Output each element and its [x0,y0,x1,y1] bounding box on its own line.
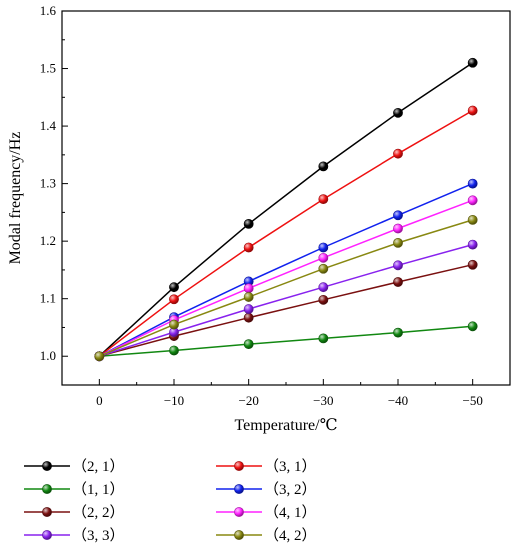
x-axis-title: Temperature/℃ [235,417,338,434]
x-tick-label: −50 [462,393,482,408]
data-point [393,260,403,271]
legend-entry: （2, 1） [24,458,125,475]
data-point [169,282,179,293]
data-point [467,105,478,116]
y-tick-label: 1.4 [40,118,57,133]
legend-marker [234,461,244,471]
y-tick-label: 1.2 [40,233,56,248]
y-axis-title: Modal frequency/Hz [7,132,24,265]
series-layer [94,57,478,362]
data-point [243,283,254,294]
legend-entry: （4, 1） [216,504,317,521]
legend-marker [42,461,52,471]
legend-entry: （2, 2） [24,504,125,521]
legend-label: （2, 2） [72,504,125,521]
data-point [467,239,478,250]
x-axis-ticks: 0 −10 −20 −30 −40 −50 [96,379,483,408]
x-tick-label: −30 [313,393,333,408]
series-line [98,109,474,357]
legend-marker [42,507,52,517]
series-line [98,199,473,357]
data-point [467,259,478,270]
data-point [393,148,403,159]
data-point [318,161,329,172]
legend-label: （4, 2） [264,527,317,544]
series [94,105,478,362]
data-point [243,312,254,323]
legend-entry: （3, 1） [216,458,317,475]
data-point [318,252,329,263]
data-point [243,242,254,253]
y-tick-label: 1.0 [40,348,56,363]
legend-marker [42,484,52,494]
legend-label: （3, 2） [264,481,317,498]
series [94,57,478,362]
legend-entry: （3, 2） [216,481,317,498]
series [94,195,478,362]
data-point [243,292,254,302]
data-point [318,242,329,253]
legend-marker [234,507,244,517]
legend-entry: （4, 2） [216,527,317,544]
data-point [467,57,478,68]
data-point [467,195,478,206]
y-tick-label: 1.5 [40,61,56,76]
series-line [99,325,473,357]
legend-label: （4, 1） [264,504,317,521]
data-point [393,237,403,248]
data-point [393,327,403,338]
legend-marker [234,484,244,494]
data-point [94,351,105,362]
legend-entry: （3, 3） [24,527,125,544]
data-point [169,319,179,330]
x-tick-label: 0 [96,393,103,408]
data-point [243,218,254,229]
series-line [98,182,473,357]
legend-label: （3, 3） [72,527,125,544]
data-point [467,178,478,189]
data-point [318,294,329,305]
data-point [467,214,478,225]
legend-label: （1, 1） [72,481,125,498]
data-point [243,339,254,350]
data-point [393,107,403,118]
x-tick-label: −20 [238,393,258,408]
series-line [99,219,473,357]
data-point [393,223,403,234]
x-tick-label: −10 [164,393,184,408]
legend: （2, 1） （3, 1） （1, 1） （3, 2） （2, 2） （4, 1） （3, … [24,458,317,544]
data-point [318,194,329,205]
data-point [169,345,179,356]
series-line [98,62,474,357]
series-line [99,243,473,357]
data-point [318,282,329,293]
y-tick-label: 1.6 [40,3,57,18]
data-point [393,277,403,287]
legend-entry: （1, 1） [24,481,125,498]
data-point [243,304,254,314]
legend-label: （2, 1） [72,458,125,475]
y-tick-label: 1.3 [40,176,56,191]
data-point [467,321,478,332]
series-line [99,263,473,357]
y-axis-ticks: 1.0 1.1 1.2 1.3 1.4 1.5 1.6 [40,3,68,363]
series [94,214,478,362]
y-tick-label: 1.1 [40,291,56,306]
legend-label: （3, 1） [264,458,317,475]
series [94,259,478,362]
legend-marker [42,530,52,540]
data-point [318,263,329,274]
data-point [393,210,403,221]
data-point [318,333,329,344]
legend-marker [234,530,244,540]
data-point [169,294,179,305]
x-tick-label: −40 [388,393,408,408]
